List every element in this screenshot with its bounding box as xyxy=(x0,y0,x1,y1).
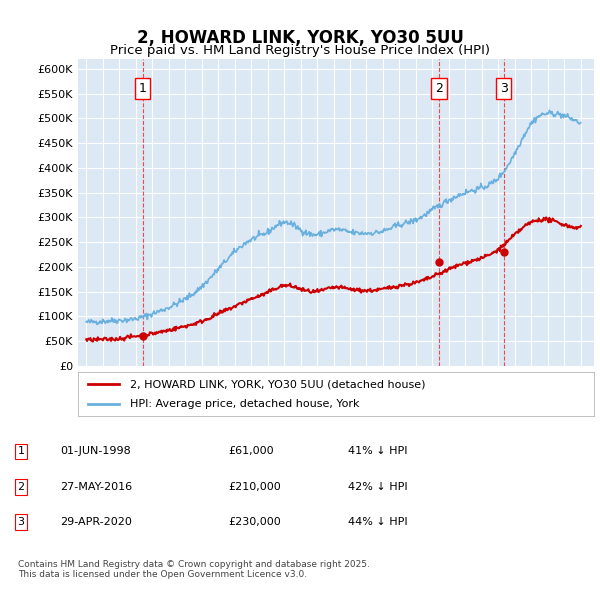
Text: 3: 3 xyxy=(500,82,508,95)
Text: 3: 3 xyxy=(17,517,25,527)
Text: 29-APR-2020: 29-APR-2020 xyxy=(60,517,132,527)
Text: 27-MAY-2016: 27-MAY-2016 xyxy=(60,482,132,491)
Text: 1: 1 xyxy=(139,82,146,95)
Text: £61,000: £61,000 xyxy=(228,447,274,456)
Text: 42% ↓ HPI: 42% ↓ HPI xyxy=(348,482,407,491)
Text: Price paid vs. HM Land Registry's House Price Index (HPI): Price paid vs. HM Land Registry's House … xyxy=(110,44,490,57)
Text: 1: 1 xyxy=(17,447,25,456)
Text: 2: 2 xyxy=(435,82,443,95)
Text: £210,000: £210,000 xyxy=(228,482,281,491)
Text: 41% ↓ HPI: 41% ↓ HPI xyxy=(348,447,407,456)
Text: 01-JUN-1998: 01-JUN-1998 xyxy=(60,447,131,456)
Text: 2, HOWARD LINK, YORK, YO30 5UU (detached house): 2, HOWARD LINK, YORK, YO30 5UU (detached… xyxy=(130,379,425,389)
Text: Contains HM Land Registry data © Crown copyright and database right 2025.
This d: Contains HM Land Registry data © Crown c… xyxy=(18,560,370,579)
Text: 44% ↓ HPI: 44% ↓ HPI xyxy=(348,517,407,527)
Text: 2, HOWARD LINK, YORK, YO30 5UU: 2, HOWARD LINK, YORK, YO30 5UU xyxy=(137,30,463,47)
Text: £230,000: £230,000 xyxy=(228,517,281,527)
Text: HPI: Average price, detached house, York: HPI: Average price, detached house, York xyxy=(130,399,359,408)
Text: 2: 2 xyxy=(17,482,25,491)
